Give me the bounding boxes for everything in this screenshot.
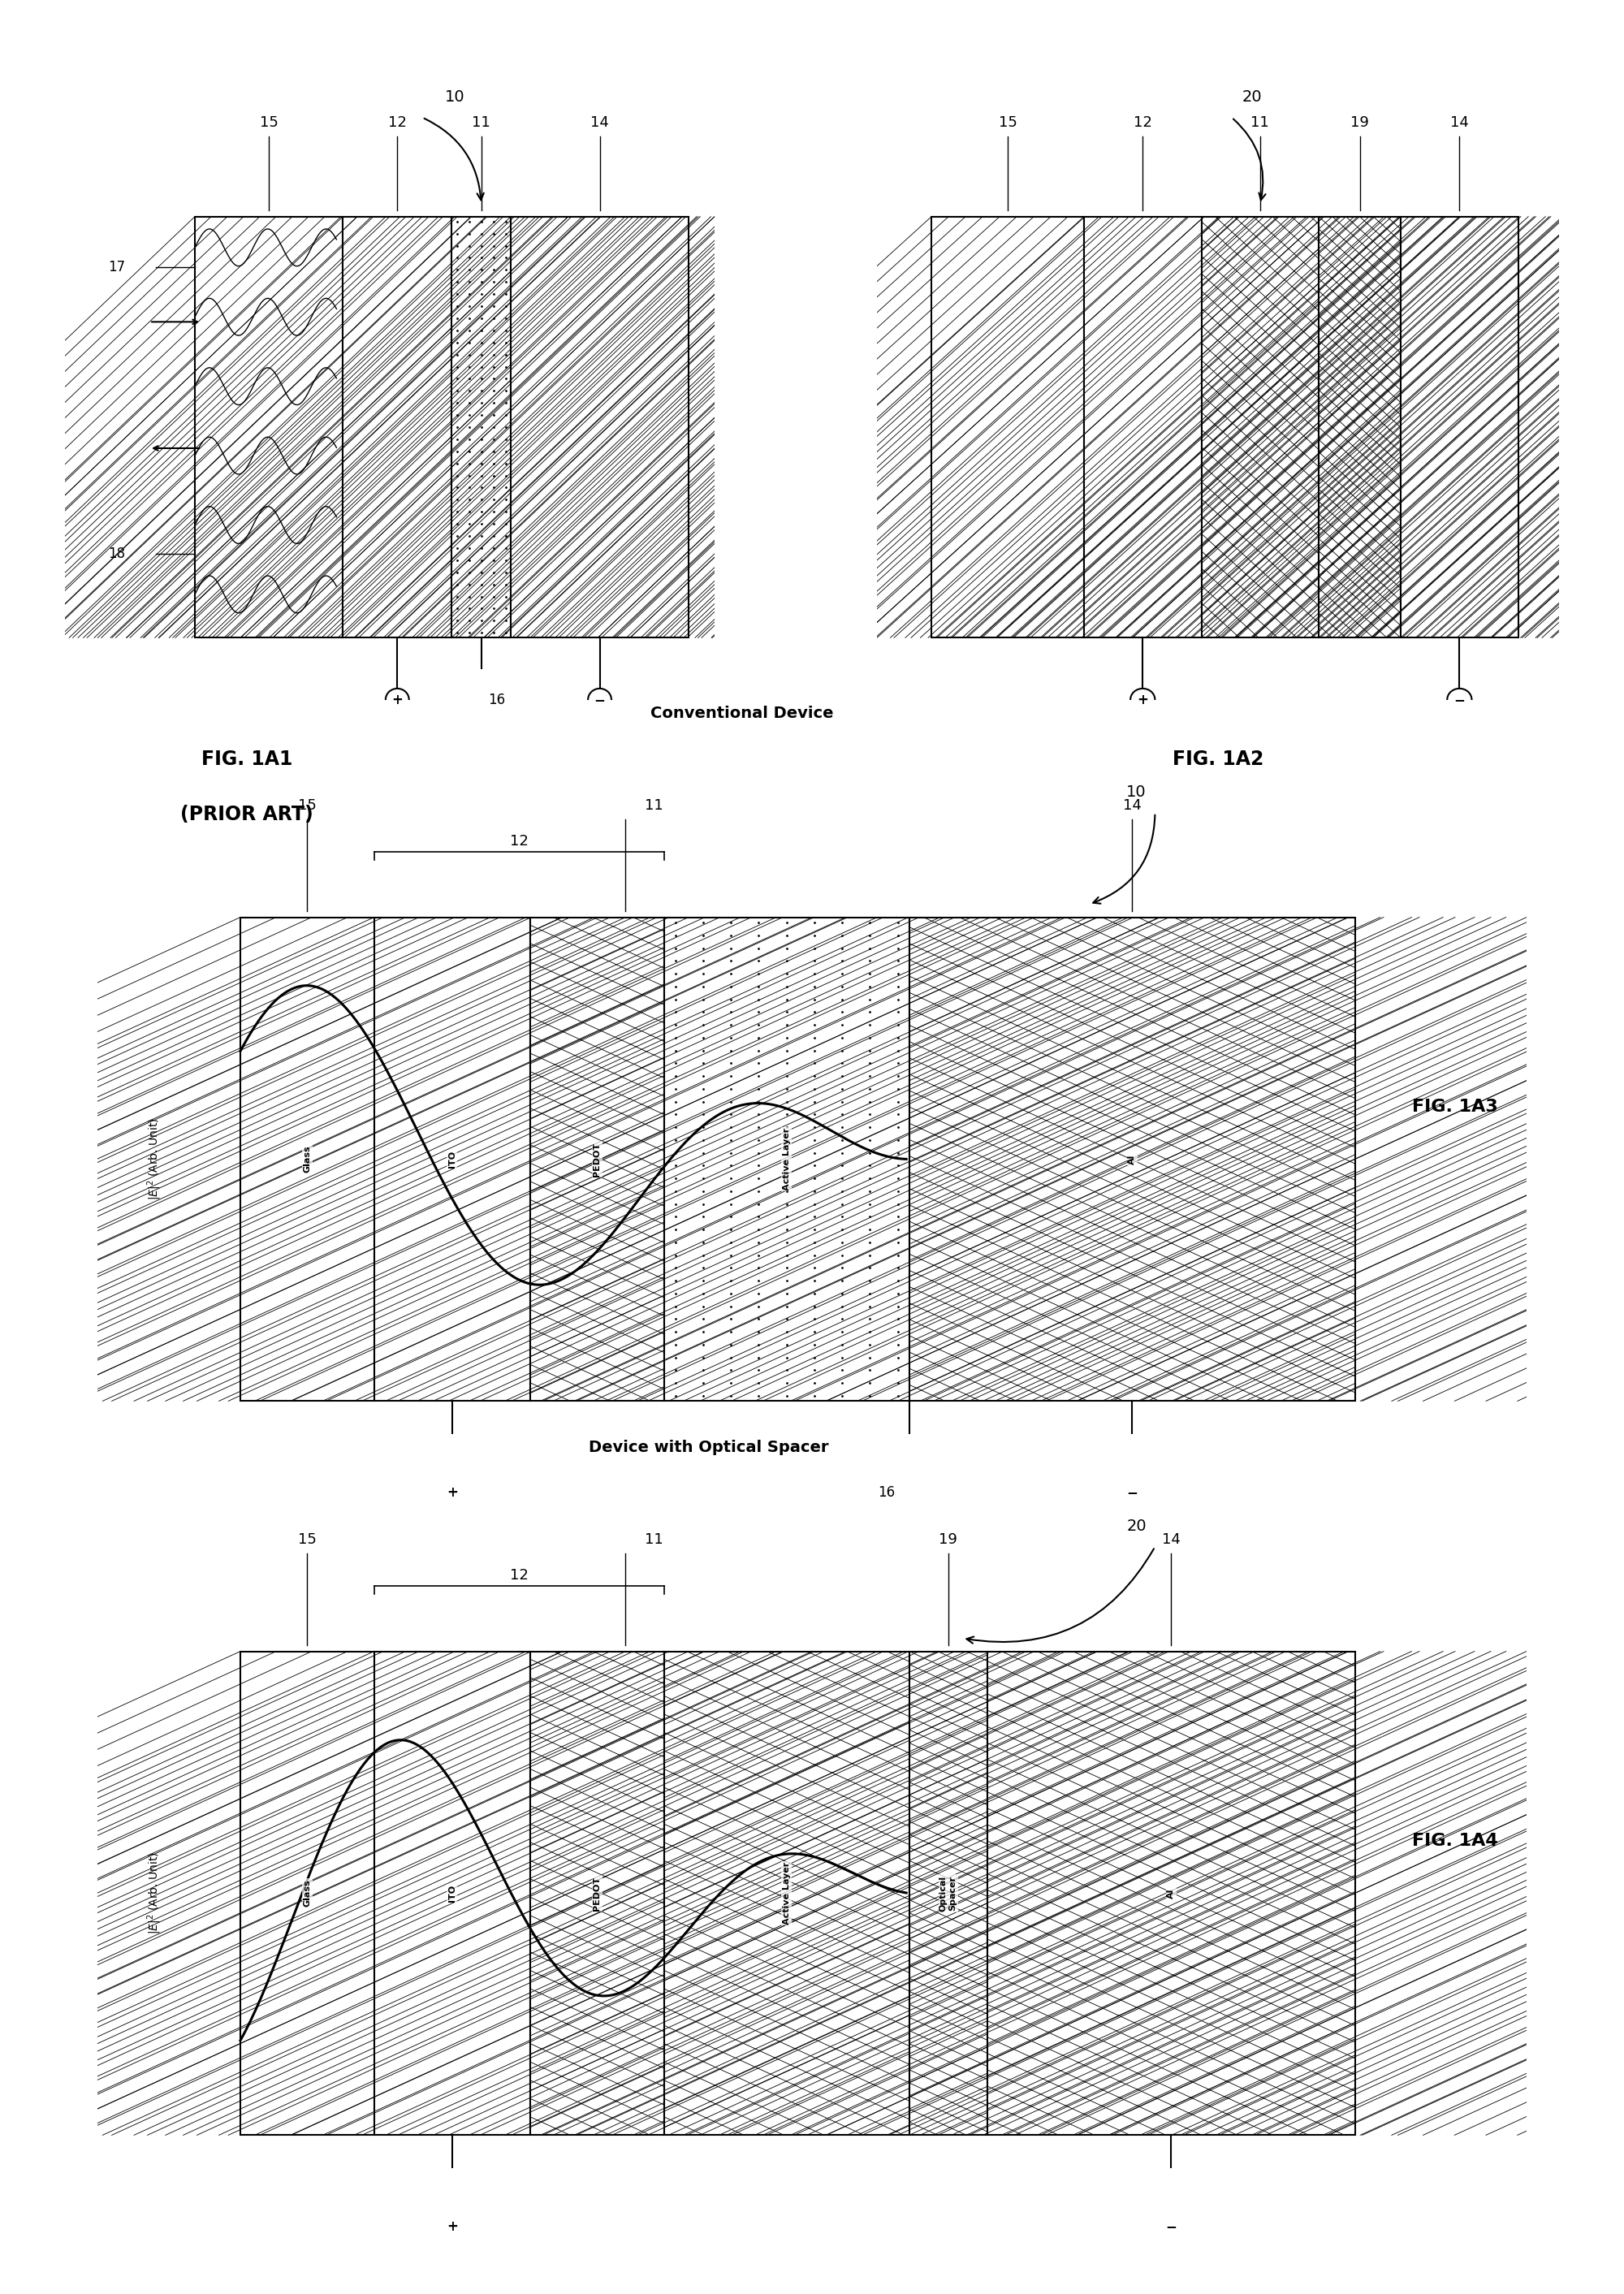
Bar bbox=[987, 1652, 1354, 2136]
Bar bbox=[374, 1652, 529, 2136]
Circle shape bbox=[1106, 1482, 1158, 1505]
Text: 14: 14 bbox=[1450, 115, 1468, 131]
Text: Device with Optical Spacer: Device with Optical Spacer bbox=[588, 1441, 828, 1454]
Text: 10: 10 bbox=[445, 89, 464, 106]
Text: Al: Al bbox=[1129, 1154, 1137, 1163]
Text: 12: 12 bbox=[510, 1569, 528, 1583]
Text: 14: 14 bbox=[591, 115, 609, 131]
Text: +: + bbox=[447, 1484, 458, 1500]
Bar bbox=[343, 216, 451, 638]
Text: $|E|^2$ (Arb. Unit): $|E|^2$ (Arb. Unit) bbox=[146, 1117, 164, 1200]
Text: FIG. 1A4: FIG. 1A4 bbox=[1413, 1833, 1497, 1849]
Text: 10: 10 bbox=[1127, 785, 1147, 801]
Text: $|E|^2$ (Arb. Unit): $|E|^2$ (Arb. Unit) bbox=[146, 1851, 164, 1934]
Text: 16: 16 bbox=[487, 693, 505, 707]
Bar bbox=[664, 1652, 909, 2136]
Text: 12: 12 bbox=[510, 835, 528, 849]
Circle shape bbox=[588, 688, 611, 711]
Text: (PRIOR ART): (PRIOR ART) bbox=[180, 805, 313, 824]
Bar bbox=[529, 918, 664, 1402]
Circle shape bbox=[427, 2216, 477, 2239]
Text: 15: 15 bbox=[297, 1532, 317, 1546]
Text: 15: 15 bbox=[297, 798, 317, 812]
Text: ITO: ITO bbox=[448, 1152, 456, 1168]
Text: 17: 17 bbox=[109, 259, 125, 275]
Text: 19: 19 bbox=[939, 1532, 958, 1546]
Bar bbox=[451, 216, 512, 638]
FancyArrowPatch shape bbox=[1233, 119, 1265, 200]
Text: 16: 16 bbox=[877, 1484, 895, 1500]
Text: 11: 11 bbox=[473, 115, 490, 131]
Bar bbox=[240, 1652, 374, 2136]
Text: 14: 14 bbox=[1161, 1532, 1181, 1546]
Text: Active Layer: Active Layer bbox=[783, 1863, 791, 1925]
Text: 15: 15 bbox=[999, 115, 1017, 131]
Text: Optical
Spacer: Optical Spacer bbox=[939, 1874, 957, 1911]
Text: FIG. 1A3: FIG. 1A3 bbox=[1413, 1099, 1497, 1115]
Text: ITO: ITO bbox=[448, 1886, 456, 1902]
Circle shape bbox=[1145, 2216, 1197, 2239]
Text: −: − bbox=[1166, 2218, 1177, 2234]
Bar bbox=[1202, 216, 1319, 638]
Bar bbox=[240, 918, 374, 1402]
Text: 20: 20 bbox=[1127, 1519, 1147, 1535]
Text: FIG. 1A2: FIG. 1A2 bbox=[1173, 750, 1263, 768]
Bar bbox=[529, 1652, 664, 2136]
Bar bbox=[1402, 216, 1518, 638]
Text: 18: 18 bbox=[109, 546, 125, 560]
Text: Glass: Glass bbox=[304, 1145, 312, 1172]
Text: 11: 11 bbox=[1250, 115, 1270, 131]
Circle shape bbox=[1130, 688, 1155, 711]
Text: Active Layer: Active Layer bbox=[783, 1129, 791, 1191]
Circle shape bbox=[427, 1482, 477, 1505]
Text: 14: 14 bbox=[1122, 798, 1142, 812]
Text: 11: 11 bbox=[645, 798, 664, 812]
Bar bbox=[1085, 216, 1202, 638]
Bar bbox=[195, 216, 343, 638]
Text: PEDOT: PEDOT bbox=[593, 1142, 601, 1177]
Text: −: − bbox=[1127, 1484, 1138, 1500]
Bar bbox=[664, 918, 909, 1402]
Text: +: + bbox=[447, 2218, 458, 2234]
Text: +: + bbox=[1137, 693, 1148, 707]
Text: FIG. 1A1: FIG. 1A1 bbox=[201, 750, 292, 768]
Bar bbox=[909, 1652, 987, 2136]
FancyArrowPatch shape bbox=[966, 1548, 1155, 1643]
Text: Conventional Device: Conventional Device bbox=[651, 707, 833, 720]
FancyArrowPatch shape bbox=[1093, 814, 1155, 904]
Text: −: − bbox=[1453, 693, 1465, 707]
Bar bbox=[374, 918, 529, 1402]
Bar bbox=[512, 216, 689, 638]
Circle shape bbox=[385, 688, 409, 711]
Bar bbox=[909, 918, 1354, 1402]
Text: +: + bbox=[391, 693, 403, 707]
Circle shape bbox=[1447, 688, 1471, 711]
Text: 12: 12 bbox=[1134, 115, 1151, 131]
FancyArrowPatch shape bbox=[424, 119, 484, 200]
Text: 12: 12 bbox=[388, 115, 406, 131]
Text: Glass: Glass bbox=[304, 1879, 312, 1906]
Text: PEDOT: PEDOT bbox=[593, 1876, 601, 1911]
Text: −: − bbox=[594, 693, 606, 707]
Bar bbox=[932, 216, 1085, 638]
Text: 19: 19 bbox=[1351, 115, 1369, 131]
Text: 11: 11 bbox=[645, 1532, 664, 1546]
Bar bbox=[1319, 216, 1402, 638]
Text: Al: Al bbox=[1168, 1888, 1176, 1897]
Text: 15: 15 bbox=[260, 115, 278, 131]
Text: 20: 20 bbox=[1242, 89, 1262, 106]
